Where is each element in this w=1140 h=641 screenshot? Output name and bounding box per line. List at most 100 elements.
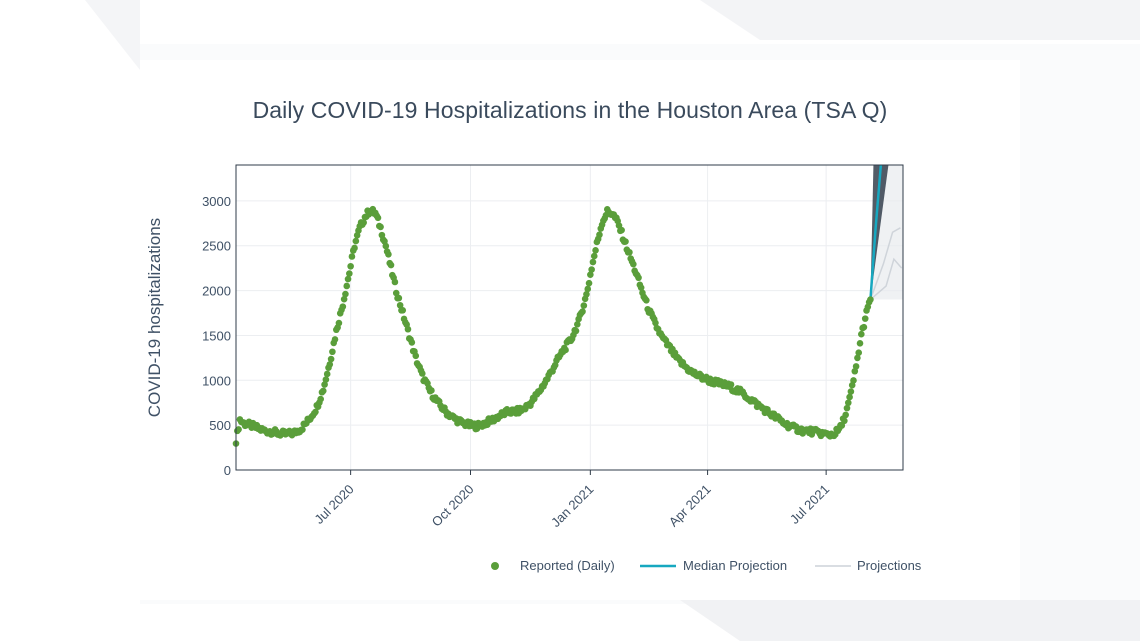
data-point-reported (842, 411, 849, 419)
data-point-reported (382, 242, 390, 250)
data-point-reported (584, 285, 592, 293)
data-point-reported (387, 261, 395, 269)
y-tick-label: 1000 (202, 373, 231, 388)
data-point-reported (652, 319, 659, 327)
data-point-reported (580, 302, 588, 309)
x-tick-labels: Jul 2020 Oct 2020 Jan 2021 Apr 2021 Jul 2021 (311, 470, 832, 530)
y-tick-label: 3000 (202, 194, 231, 209)
y-tick-label: 500 (209, 418, 231, 433)
y-tick-label: 2000 (202, 284, 231, 299)
data-point-reported (351, 244, 358, 252)
data-point-reported (331, 336, 339, 343)
data-point-reported (844, 399, 852, 407)
median-band (870, 165, 889, 300)
y-tick-label: 0 (224, 463, 231, 478)
y-tick-label: 1500 (202, 328, 231, 343)
legend-label-projections: Projections (857, 558, 922, 573)
projection-line (869, 257, 903, 301)
data-point-reported (850, 377, 857, 384)
y-tick-label: 2500 (202, 239, 231, 254)
data-point-reported (579, 308, 586, 315)
data-point-reported (235, 426, 242, 433)
data-point-reported (392, 289, 400, 297)
data-point-reported (319, 387, 327, 395)
data-point-reported (852, 363, 860, 370)
data-point-reported (574, 321, 581, 328)
data-point-reported (583, 290, 590, 298)
data-point-reported (846, 393, 853, 401)
data-point-reported (374, 214, 382, 222)
data-point-reported (396, 301, 404, 309)
data-point-reported (792, 423, 800, 430)
data-point-reported (626, 248, 633, 256)
data-point-reported (428, 387, 435, 394)
data-point-reported (342, 290, 349, 298)
data-point-reported (395, 294, 403, 302)
data-point-reported (348, 253, 356, 260)
data-point-reported (858, 330, 865, 338)
data-point-reported (352, 237, 360, 245)
data-point-reported (843, 404, 851, 412)
data-point-reported (847, 388, 855, 395)
data-point-reported (412, 352, 420, 360)
reported-points (232, 205, 874, 447)
data-point-reported (418, 370, 426, 377)
data-point-reported (335, 319, 343, 327)
y-tick-labels: 0 500 1000 1500 2000 2500 3000 (202, 194, 231, 478)
data-point-reported (592, 247, 599, 254)
data-point-reported (867, 296, 874, 303)
data-point-reported (322, 376, 330, 383)
data-point-reported (841, 417, 848, 425)
data-point-reported (299, 426, 306, 433)
data-point-reported (347, 262, 354, 270)
x-tick-label: Jan 2021 (548, 482, 596, 530)
data-point-reported (327, 355, 335, 363)
x-tick-label: Apr 2021 (666, 482, 714, 530)
data-point-reported (339, 303, 347, 310)
data-point-reported (317, 395, 324, 403)
data-point-reported (312, 408, 319, 416)
data-point-reported (588, 266, 595, 273)
legend-marker-reported (491, 562, 499, 570)
data-point-reported (562, 346, 569, 354)
projection-lines (869, 165, 903, 301)
data-point-reported (861, 315, 869, 322)
projection-line (869, 227, 901, 300)
data-point-reported (321, 381, 328, 388)
grid-lines (236, 165, 903, 471)
legend-label-median: Median Projection (683, 558, 787, 573)
data-point-reported (589, 258, 597, 266)
data-point-reported (360, 219, 367, 226)
data-point-reported (587, 271, 594, 278)
data-point-reported (404, 325, 412, 333)
x-tick-label: Jul 2020 (311, 482, 356, 527)
median-projection-line (869, 165, 883, 300)
data-point-reported (323, 370, 331, 378)
data-point-reported (340, 295, 348, 303)
chart-title: Daily COVID-19 Hospitalizations in the H… (252, 97, 888, 123)
x-tick-label: Jul 2021 (787, 482, 832, 527)
data-point-reported (391, 278, 399, 286)
data-point-reported (727, 381, 735, 388)
data-point-reported (637, 284, 645, 291)
data-point-reported (377, 223, 384, 231)
data-point-reported (590, 252, 598, 260)
data-point-reported (618, 226, 625, 234)
data-point-reported (329, 348, 336, 356)
data-point-reported (630, 260, 637, 268)
data-point-reported (860, 323, 868, 331)
data-point-reported (585, 279, 593, 287)
data-point-reported (572, 327, 580, 335)
data-point-reported (344, 275, 352, 283)
data-point-reported (622, 238, 629, 245)
legend-label-reported: Reported (Daily) (520, 558, 615, 573)
legend: Reported (Daily) Median Projection Proje… (491, 558, 922, 573)
data-point-reported (326, 361, 334, 368)
data-point-reported (856, 340, 864, 347)
y-axis-label: COVID-19 hospitalizations (145, 218, 164, 417)
data-point-reported (399, 306, 407, 314)
data-point-reported (385, 251, 392, 258)
